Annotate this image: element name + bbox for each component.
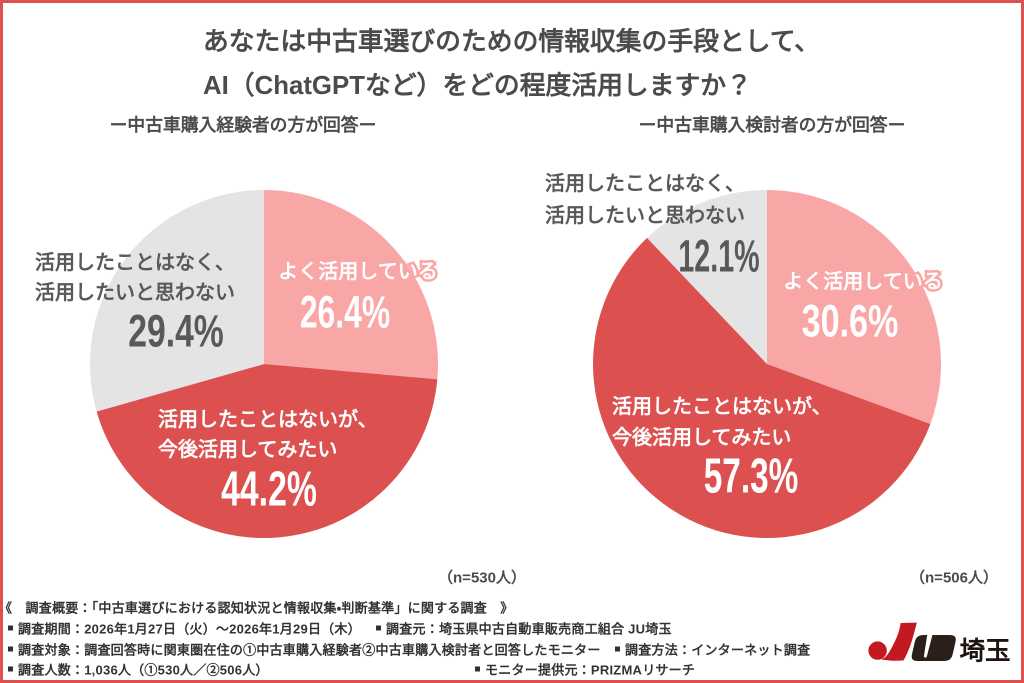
survey-target-line: 調査対象：調査回答時に関東圏在住の①中古車購入経験者②中古車購入検討者と回答した… <box>8 639 810 658</box>
left-pie-chart <box>89 190 438 538</box>
left-pie-value-want: 44.2% <box>221 462 317 517</box>
left-pie-slice-label-want-line1: 活用したことはないが、 <box>158 409 378 431</box>
pie-slice <box>263 190 438 380</box>
survey-count-line: 調査人数：1,036人（①530人／②506人） モニター提供元：PRIZMAリ… <box>8 659 695 678</box>
right-pie-slice-label-never-line2: 活用したいと思わない <box>545 205 745 227</box>
bullet-square-icon <box>376 625 381 631</box>
pie-slice <box>593 237 931 538</box>
pie-slice <box>89 190 264 412</box>
page-title: あなたは中古車選びのための情報収集の手段として、 AI（ChatGPTなど）をど… <box>203 20 820 108</box>
survey-method: 調査方法：インターネット調査 <box>615 639 810 658</box>
bullet-square-icon <box>8 646 13 652</box>
page-title-line1: あなたは中古車選びのための情報収集の手段として、 <box>203 28 821 56</box>
ju-logo-text: 埼玉 <box>960 638 1011 666</box>
right-pie-value-want: 57.3% <box>703 449 799 504</box>
left-pie-slice-label-often-use-outline: よく活用している <box>276 260 440 285</box>
bullet-square-icon <box>475 666 480 672</box>
ju-saitama-logo: 埼玉 <box>868 622 1011 666</box>
survey-overview-line: 《 調査概要：「中古車選びにおける認知状況と情報収集・判断基準」に関する調査 》 <box>0 600 514 616</box>
right-pie-slice-label-want-line2: 今後活用してみたい <box>612 427 792 449</box>
survey-count: 調査人数：1,036人（①530人／②506人） <box>8 662 269 677</box>
right-pie-value-often-use: 30.6% <box>801 294 899 346</box>
survey-monitor-provider: モニター提供元：PRIZMAリサーチ <box>475 659 695 678</box>
bullet-square-icon <box>8 625 13 631</box>
survey-period-line: 調査期間：2026年1月27日（火）～2026年1月29日（木） 調査元：埼玉県… <box>8 618 672 637</box>
left-chart-n-label: （n=530人） <box>438 569 526 587</box>
pie-slice <box>96 364 437 538</box>
right-pie-slice-label-never-line1: 活用したことはなく、 <box>545 173 745 195</box>
page-title-line2: AI（ChatGPTなど）をどの程度活用しますか？ <box>203 72 752 100</box>
left-pie-slice-label-never-line2: 活用したいと思わない <box>35 282 235 304</box>
right-pie-slice-label-want-line1: 活用したことはないが、 <box>612 396 832 418</box>
survey-period: 調査期間：2026年1月27日（火）～2026年1月29日（木） <box>8 621 361 636</box>
right-chart-n-label: （n=506人） <box>910 569 998 587</box>
left-chart-subtitle: ー中古車購入経験者の方が回答ー <box>109 115 377 135</box>
left-pie-value-never: 29.4% <box>128 304 224 356</box>
pie-slice <box>767 190 942 424</box>
pie-slice <box>647 190 767 364</box>
ju-logo-ball <box>868 641 887 660</box>
left-pie-value-often-use: 26.4% <box>299 285 391 337</box>
right-pie-slice-label-often-use-outline: よく活用している <box>781 270 945 295</box>
right-pie-slice-label-often-use: よく活用している よく活用している <box>781 270 945 295</box>
bullet-square-icon <box>615 646 620 652</box>
ju-logo-j <box>881 622 917 661</box>
left-pie-slice-label-want-line2: 今後活用してみたい <box>158 439 338 461</box>
left-pie-slice-label-often-use: よく活用している よく活用している <box>276 260 440 285</box>
right-chart-subtitle: ー中古車購入検討者の方が回答ー <box>638 115 906 135</box>
ju-logo-u <box>911 635 956 661</box>
right-pie-value-never: 12.1% <box>678 229 760 281</box>
survey-target: 調査対象：調査回答時に関東圏在住の①中古車購入経験者②中古車購入検討者と回答した… <box>8 642 601 657</box>
left-pie-slice-label-never-line1: 活用したことはなく、 <box>35 252 235 274</box>
bullet-square-icon <box>8 666 13 672</box>
right-pie-chart <box>593 190 942 538</box>
survey-source: 調査元：埼玉県中古自動車販売商工組合 JU埼玉 <box>376 618 672 637</box>
